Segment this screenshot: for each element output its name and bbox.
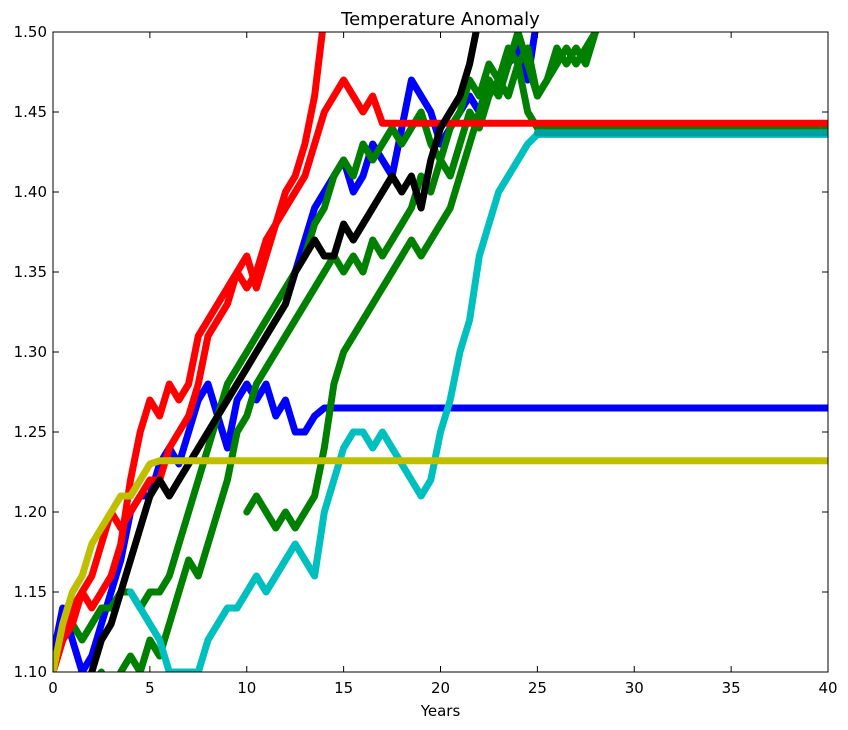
x-tick-label: 10 bbox=[237, 679, 256, 697]
y-tick-label: 1.20 bbox=[14, 503, 47, 521]
y-tick-label: 1.15 bbox=[14, 583, 47, 601]
x-tick-label: 20 bbox=[431, 679, 450, 697]
series-line-1 bbox=[53, 380, 828, 672]
x-axis-label: Years bbox=[420, 702, 461, 720]
y-tick-label: 1.30 bbox=[14, 343, 47, 361]
y-tick-label: 1.10 bbox=[14, 663, 47, 681]
x-tick-label: 35 bbox=[722, 679, 741, 697]
x-tick-label: 15 bbox=[334, 679, 353, 697]
x-tick-label: 5 bbox=[145, 679, 155, 697]
series-line-8 bbox=[88, 32, 480, 672]
y-tick-label: 1.25 bbox=[14, 423, 47, 441]
y-tick-label: 1.45 bbox=[14, 103, 47, 121]
y-tick-label: 1.40 bbox=[14, 183, 47, 201]
x-tick-label: 0 bbox=[48, 679, 58, 697]
y-tick-label: 1.35 bbox=[14, 263, 47, 281]
series-line-5 bbox=[243, 32, 599, 532]
series-line-10 bbox=[53, 457, 828, 672]
x-tick-label: 40 bbox=[818, 679, 837, 697]
series-lines bbox=[53, 32, 828, 672]
chart-title: Temperature Anomaly bbox=[340, 9, 540, 30]
x-tick-label: 25 bbox=[528, 679, 547, 697]
x-tick-label: 30 bbox=[625, 679, 644, 697]
axis-ticks: 0 5 10 15 20 25 30 35 40 1.10 1.15 1.20 1.25 1.30 1.35… bbox=[14, 23, 838, 697]
y-tick-label: 1.50 bbox=[14, 23, 47, 41]
